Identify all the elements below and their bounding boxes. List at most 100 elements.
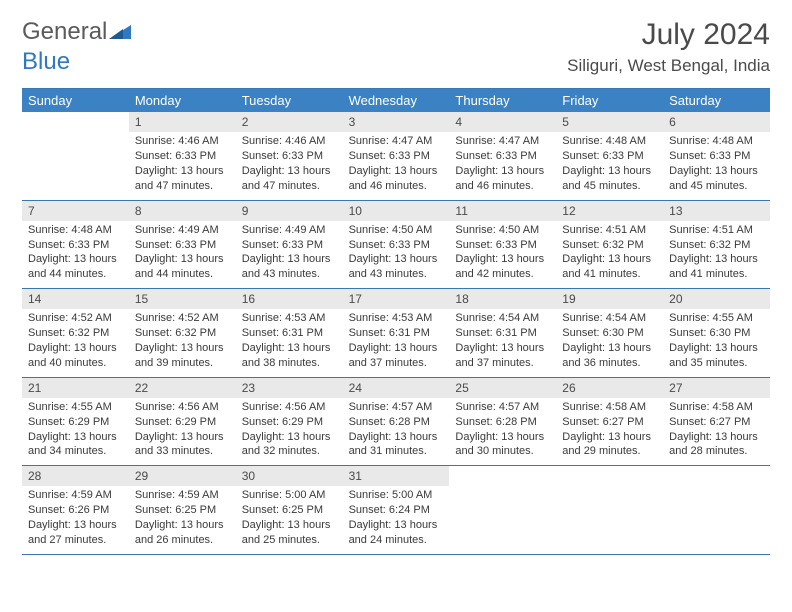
dayhead-tue: Tuesday bbox=[236, 89, 343, 112]
day-line: Daylight: 13 hours bbox=[455, 252, 550, 267]
day-text: Sunrise: 4:48 AMSunset: 6:33 PMDaylight:… bbox=[663, 134, 770, 193]
day-cell: 9Sunrise: 4:49 AMSunset: 6:33 PMDaylight… bbox=[236, 201, 343, 289]
day-line: and 39 minutes. bbox=[135, 356, 230, 371]
day-number bbox=[663, 466, 770, 470]
day-text: Sunrise: 4:47 AMSunset: 6:33 PMDaylight:… bbox=[449, 134, 556, 193]
day-line: and 25 minutes. bbox=[242, 533, 337, 548]
day-cell: 12Sunrise: 4:51 AMSunset: 6:32 PMDayligh… bbox=[556, 201, 663, 289]
day-line: Sunset: 6:33 PM bbox=[349, 149, 444, 164]
day-line: and 47 minutes. bbox=[242, 179, 337, 194]
day-cell: 26Sunrise: 4:58 AMSunset: 6:27 PMDayligh… bbox=[556, 378, 663, 466]
day-cell: 14Sunrise: 4:52 AMSunset: 6:32 PMDayligh… bbox=[22, 289, 129, 377]
day-text: Sunrise: 5:00 AMSunset: 6:24 PMDaylight:… bbox=[343, 488, 450, 547]
day-number: 21 bbox=[22, 378, 129, 398]
day-line: Daylight: 13 hours bbox=[562, 252, 657, 267]
day-line: Daylight: 13 hours bbox=[455, 341, 550, 356]
day-line: and 43 minutes. bbox=[242, 267, 337, 282]
day-text: Sunrise: 4:50 AMSunset: 6:33 PMDaylight:… bbox=[343, 223, 450, 282]
day-line: and 37 minutes. bbox=[455, 356, 550, 371]
day-number: 29 bbox=[129, 466, 236, 486]
day-number: 20 bbox=[663, 289, 770, 309]
day-line: Sunrise: 4:56 AM bbox=[242, 400, 337, 415]
day-line: and 40 minutes. bbox=[28, 356, 123, 371]
day-number bbox=[556, 466, 663, 470]
day-cell: 4Sunrise: 4:47 AMSunset: 6:33 PMDaylight… bbox=[449, 112, 556, 200]
day-line: Daylight: 13 hours bbox=[242, 252, 337, 267]
day-line: Daylight: 13 hours bbox=[669, 430, 764, 445]
day-line: Daylight: 13 hours bbox=[455, 430, 550, 445]
day-line: Sunset: 6:30 PM bbox=[669, 326, 764, 341]
day-line: and 42 minutes. bbox=[455, 267, 550, 282]
day-line: Daylight: 13 hours bbox=[562, 164, 657, 179]
day-text: Sunrise: 4:56 AMSunset: 6:29 PMDaylight:… bbox=[129, 400, 236, 459]
day-line: Sunrise: 5:00 AM bbox=[242, 488, 337, 503]
day-cell: 20Sunrise: 4:55 AMSunset: 6:30 PMDayligh… bbox=[663, 289, 770, 377]
day-number: 7 bbox=[22, 201, 129, 221]
day-text: Sunrise: 4:53 AMSunset: 6:31 PMDaylight:… bbox=[343, 311, 450, 370]
day-cell: 7Sunrise: 4:48 AMSunset: 6:33 PMDaylight… bbox=[22, 201, 129, 289]
day-line: Sunrise: 4:55 AM bbox=[669, 311, 764, 326]
day-line: Daylight: 13 hours bbox=[349, 252, 444, 267]
day-number: 13 bbox=[663, 201, 770, 221]
day-number: 2 bbox=[236, 112, 343, 132]
day-line: and 38 minutes. bbox=[242, 356, 337, 371]
day-cell: 15Sunrise: 4:52 AMSunset: 6:32 PMDayligh… bbox=[129, 289, 236, 377]
day-line: Sunrise: 4:57 AM bbox=[349, 400, 444, 415]
day-cell: 17Sunrise: 4:53 AMSunset: 6:31 PMDayligh… bbox=[343, 289, 450, 377]
day-number: 8 bbox=[129, 201, 236, 221]
week-row: 1Sunrise: 4:46 AMSunset: 6:33 PMDaylight… bbox=[22, 112, 770, 201]
dayhead-sun: Sunday bbox=[22, 89, 129, 112]
day-cell bbox=[663, 466, 770, 554]
day-line: Sunrise: 4:51 AM bbox=[669, 223, 764, 238]
day-line: Daylight: 13 hours bbox=[562, 341, 657, 356]
day-line: Daylight: 13 hours bbox=[242, 164, 337, 179]
day-text: Sunrise: 4:48 AMSunset: 6:33 PMDaylight:… bbox=[22, 223, 129, 282]
day-line: Daylight: 13 hours bbox=[242, 518, 337, 533]
day-line: Sunset: 6:29 PM bbox=[135, 415, 230, 430]
day-cell: 31Sunrise: 5:00 AMSunset: 6:24 PMDayligh… bbox=[343, 466, 450, 554]
day-text: Sunrise: 4:55 AMSunset: 6:30 PMDaylight:… bbox=[663, 311, 770, 370]
day-line: Sunset: 6:33 PM bbox=[135, 149, 230, 164]
day-cell: 8Sunrise: 4:49 AMSunset: 6:33 PMDaylight… bbox=[129, 201, 236, 289]
day-text: Sunrise: 4:57 AMSunset: 6:28 PMDaylight:… bbox=[343, 400, 450, 459]
day-number: 4 bbox=[449, 112, 556, 132]
day-cell: 13Sunrise: 4:51 AMSunset: 6:32 PMDayligh… bbox=[663, 201, 770, 289]
day-line: and 30 minutes. bbox=[455, 444, 550, 459]
day-text: Sunrise: 4:58 AMSunset: 6:27 PMDaylight:… bbox=[663, 400, 770, 459]
day-cell: 25Sunrise: 4:57 AMSunset: 6:28 PMDayligh… bbox=[449, 378, 556, 466]
day-line: and 31 minutes. bbox=[349, 444, 444, 459]
dayhead-mon: Monday bbox=[129, 89, 236, 112]
day-line: Daylight: 13 hours bbox=[349, 430, 444, 445]
day-line: Sunrise: 4:48 AM bbox=[28, 223, 123, 238]
day-number: 1 bbox=[129, 112, 236, 132]
header: General July 2024 Siliguri, West Bengal,… bbox=[0, 0, 792, 80]
day-line: Sunset: 6:33 PM bbox=[562, 149, 657, 164]
week-row: 14Sunrise: 4:52 AMSunset: 6:32 PMDayligh… bbox=[22, 289, 770, 378]
day-line: and 29 minutes. bbox=[562, 444, 657, 459]
day-cell: 1Sunrise: 4:46 AMSunset: 6:33 PMDaylight… bbox=[129, 112, 236, 200]
day-line: Daylight: 13 hours bbox=[135, 252, 230, 267]
day-line: and 41 minutes. bbox=[562, 267, 657, 282]
day-line: Sunset: 6:25 PM bbox=[242, 503, 337, 518]
day-cell: 10Sunrise: 4:50 AMSunset: 6:33 PMDayligh… bbox=[343, 201, 450, 289]
day-line: Daylight: 13 hours bbox=[562, 430, 657, 445]
logo-word2: Blue bbox=[22, 48, 70, 76]
day-cell: 2Sunrise: 4:46 AMSunset: 6:33 PMDaylight… bbox=[236, 112, 343, 200]
day-text: Sunrise: 4:53 AMSunset: 6:31 PMDaylight:… bbox=[236, 311, 343, 370]
day-line: Sunrise: 4:52 AM bbox=[28, 311, 123, 326]
day-cell: 27Sunrise: 4:58 AMSunset: 6:27 PMDayligh… bbox=[663, 378, 770, 466]
day-line: Sunrise: 4:47 AM bbox=[349, 134, 444, 149]
day-line: Sunrise: 4:57 AM bbox=[455, 400, 550, 415]
day-line: Sunset: 6:32 PM bbox=[28, 326, 123, 341]
day-line: Sunrise: 4:50 AM bbox=[349, 223, 444, 238]
day-line: and 33 minutes. bbox=[135, 444, 230, 459]
day-line: Sunrise: 4:46 AM bbox=[135, 134, 230, 149]
day-line: Daylight: 13 hours bbox=[135, 341, 230, 356]
day-number: 27 bbox=[663, 378, 770, 398]
day-line: Sunset: 6:33 PM bbox=[669, 149, 764, 164]
day-line: and 46 minutes. bbox=[349, 179, 444, 194]
day-line: Sunrise: 4:49 AM bbox=[242, 223, 337, 238]
day-cell: 23Sunrise: 4:56 AMSunset: 6:29 PMDayligh… bbox=[236, 378, 343, 466]
day-line: and 27 minutes. bbox=[28, 533, 123, 548]
day-text: Sunrise: 4:51 AMSunset: 6:32 PMDaylight:… bbox=[556, 223, 663, 282]
